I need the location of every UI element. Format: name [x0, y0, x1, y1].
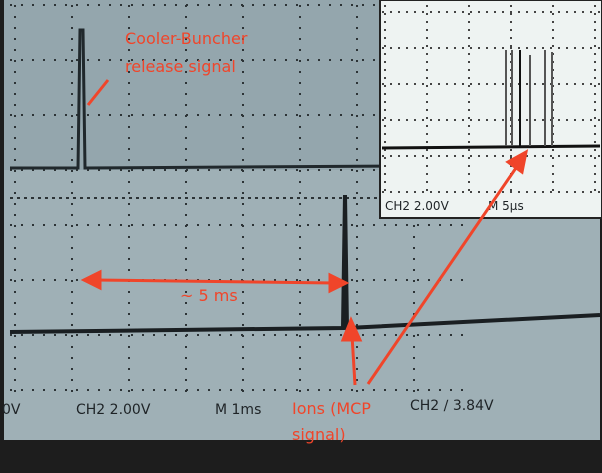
ground-label: 0V — [2, 402, 21, 418]
channel-scale: CH2 2.00V — [76, 402, 151, 418]
release-label-2: release signal — [125, 57, 236, 76]
inset-pulses — [505, 50, 553, 146]
delay-label: ~ 5 ms — [180, 286, 238, 305]
ions-label-2: signal) — [292, 425, 346, 444]
timebase: M 1ms — [215, 402, 261, 418]
inset-timebase: M 5µs — [488, 199, 524, 213]
mcp-trace — [9, 194, 601, 334]
inset-scale: CH2 2.00V — [385, 199, 450, 213]
inset-panel — [379, 0, 602, 219]
release-label-1: Cooler-Buncher — [125, 29, 248, 48]
trigger: CH2 ∕ 3.84V — [410, 398, 494, 414]
ions-label-1: Ions (MCP — [292, 399, 371, 418]
inset-trace — [381, 144, 601, 150]
release-trace — [10, 28, 396, 170]
arrows — [80, 79, 529, 386]
